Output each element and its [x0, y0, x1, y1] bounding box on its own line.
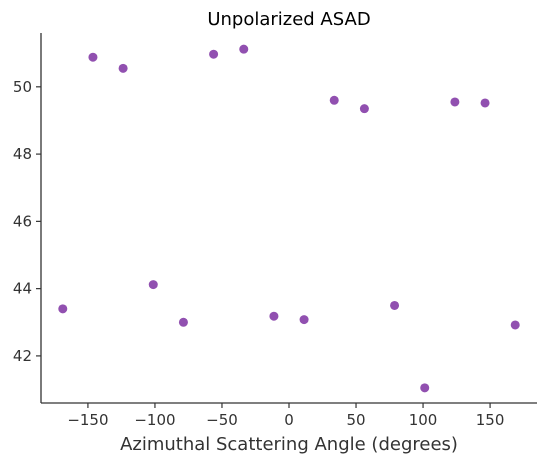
data-point: [450, 97, 460, 107]
x-tick-label: 50: [346, 411, 365, 429]
data-points: [58, 44, 520, 393]
x-tick-label: −50: [206, 411, 238, 429]
data-point: [178, 317, 188, 327]
y-tick-label: 50: [13, 78, 32, 96]
x-tick-label: 150: [476, 411, 505, 429]
y-tick-label: 42: [13, 347, 32, 365]
data-point: [88, 52, 98, 62]
data-point: [480, 98, 490, 108]
chart-title: Unpolarized ASAD: [207, 9, 370, 30]
data-point: [58, 304, 68, 314]
x-tick-label: 0: [284, 411, 294, 429]
x-tick-label: 100: [409, 411, 438, 429]
data-point: [239, 44, 249, 54]
data-point: [359, 104, 369, 114]
x-tick-label: −150: [67, 411, 108, 429]
x-tick-label: −100: [134, 411, 175, 429]
x-axis-ticks: −150 −100 −50 0 50 100 150: [67, 403, 504, 429]
data-point: [510, 320, 520, 330]
y-tick-label: 48: [13, 145, 32, 163]
x-axis-label: Azimuthal Scattering Angle (degrees): [120, 434, 458, 455]
y-axis-ticks: 42 44 46 48 50: [13, 78, 41, 365]
y-tick-label: 44: [13, 280, 32, 298]
data-point: [329, 95, 339, 105]
data-point: [420, 383, 430, 393]
data-point: [118, 63, 128, 73]
y-tick-label: 46: [13, 212, 32, 230]
data-point: [209, 49, 219, 59]
data-point: [148, 280, 158, 290]
data-point: [269, 311, 279, 321]
data-point: [299, 315, 309, 325]
data-point: [390, 300, 400, 310]
